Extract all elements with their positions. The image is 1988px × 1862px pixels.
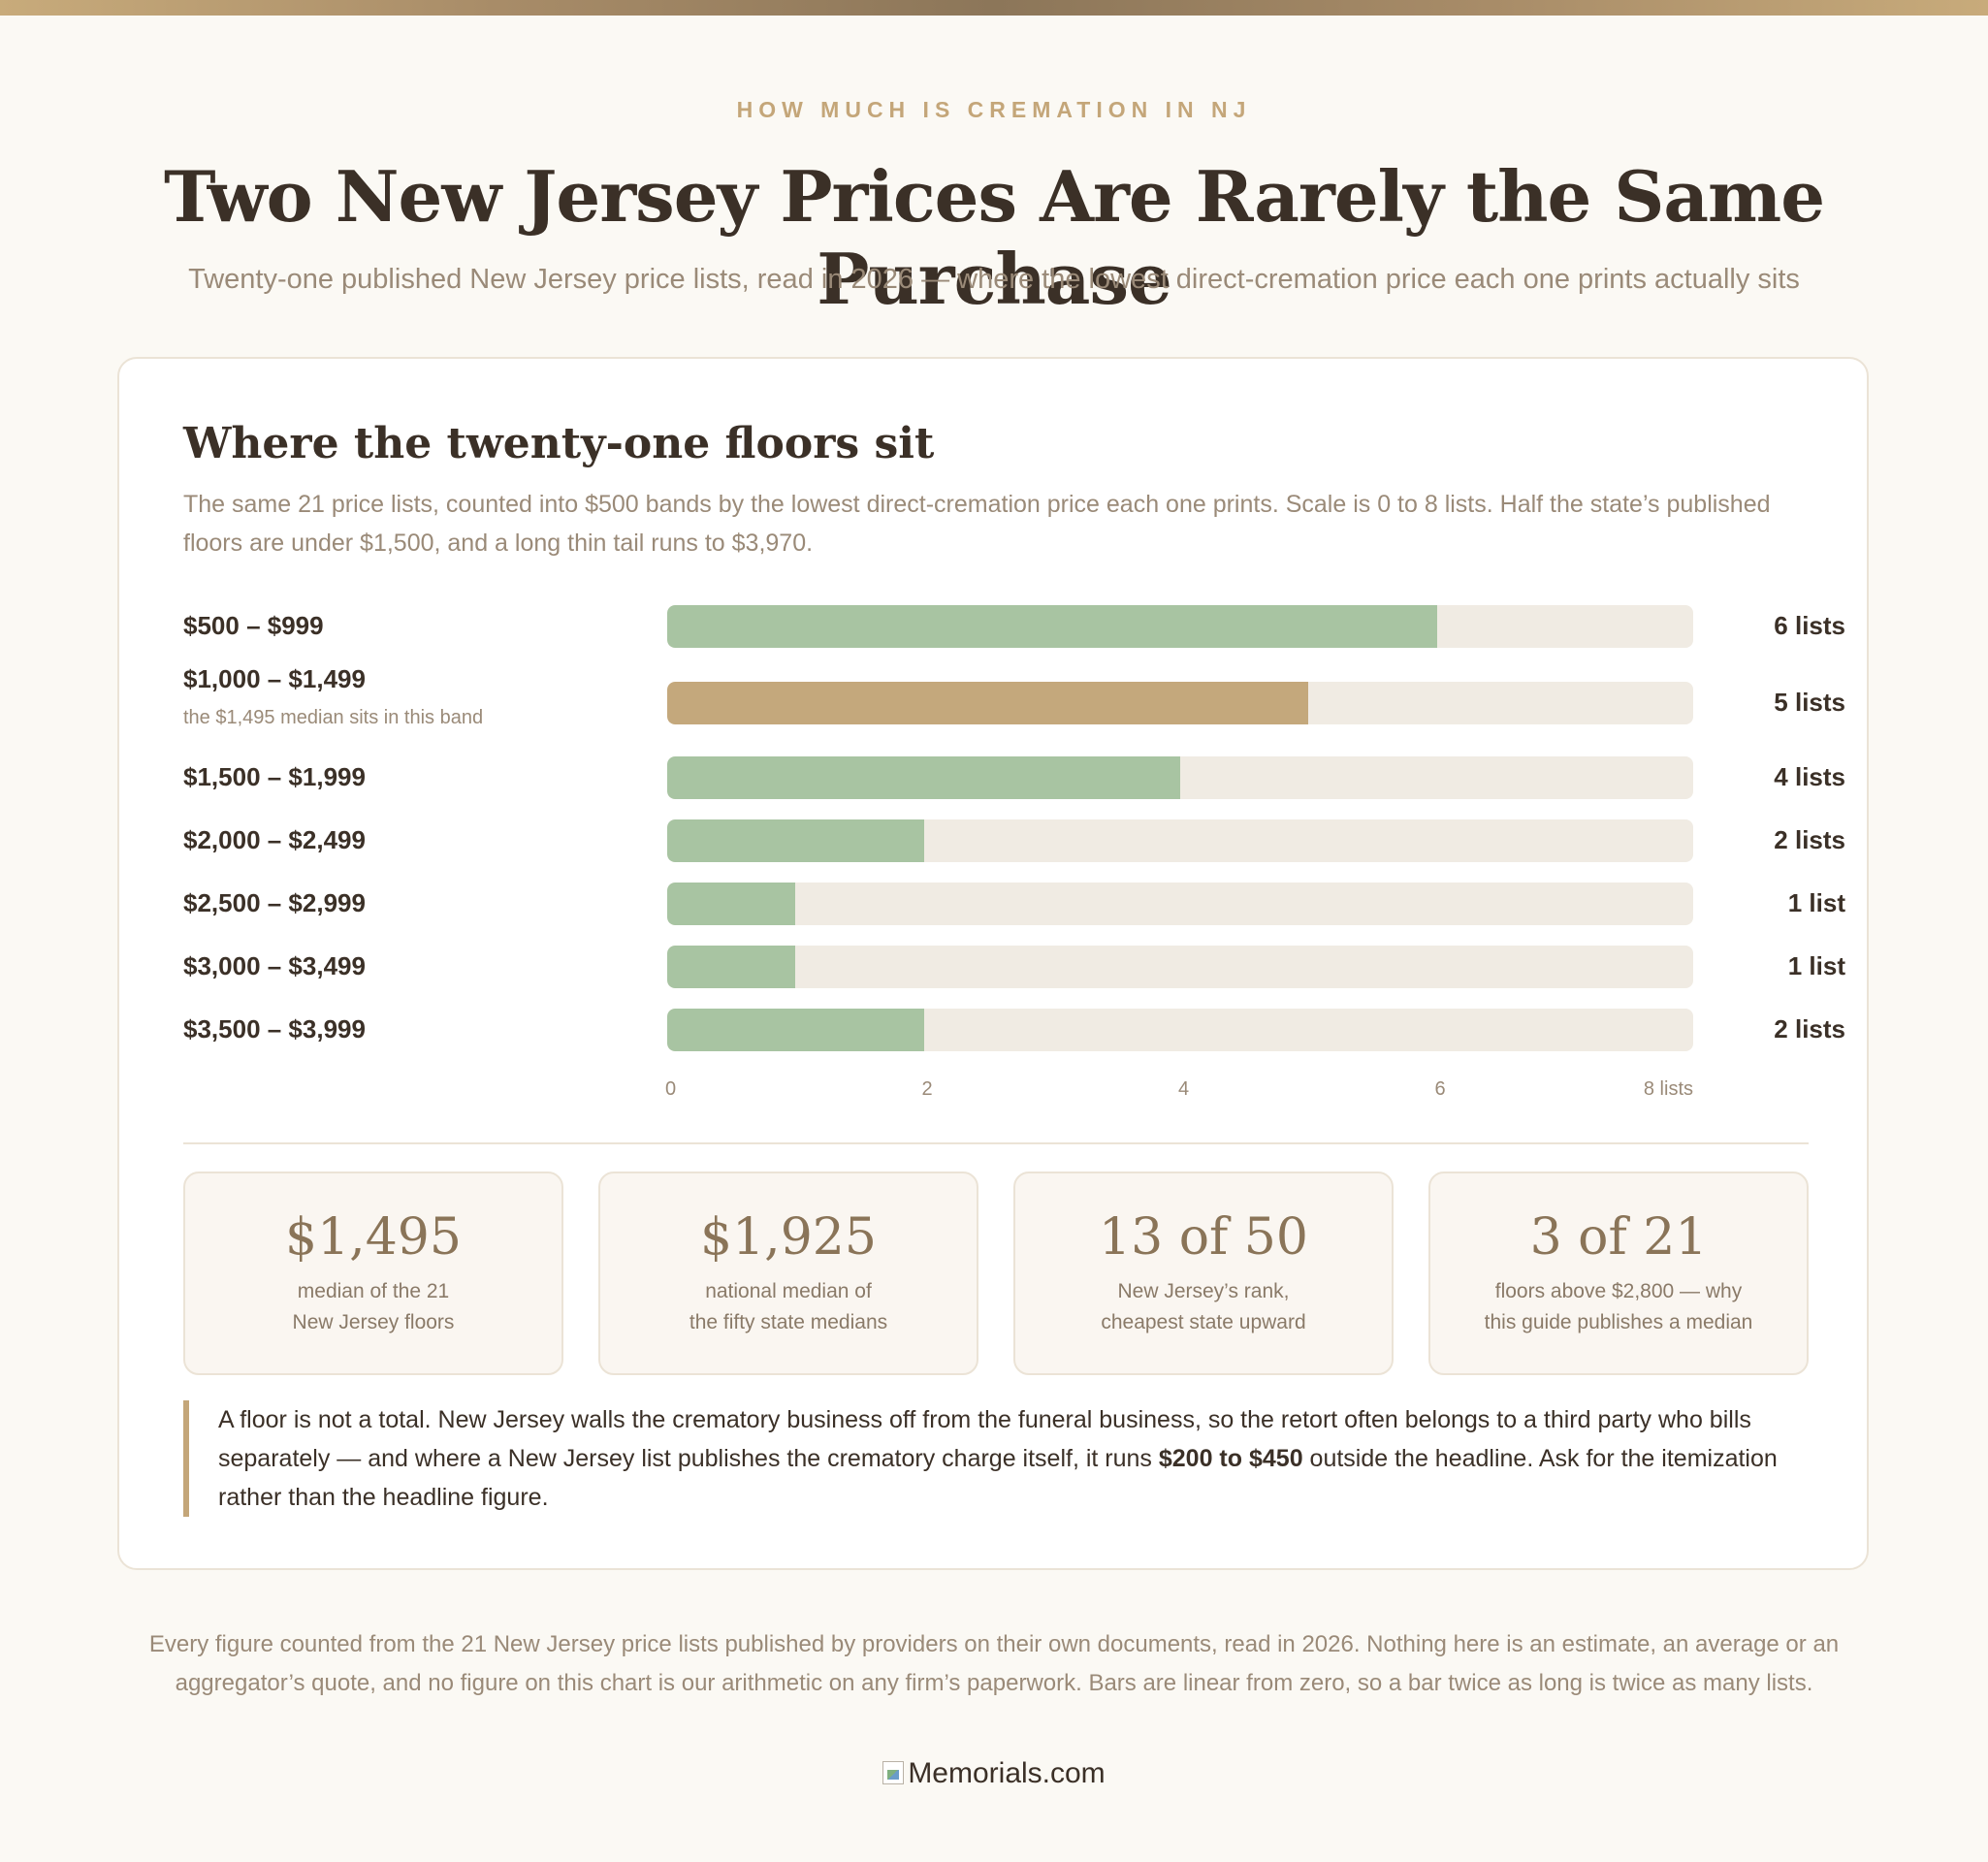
stat-value: $1,495 [285, 1208, 462, 1267]
stat-caption: national median of the fifty state media… [600, 1276, 977, 1338]
stat-value: 13 of 50 [1099, 1208, 1308, 1267]
note-text: A floor is not a total. New Jersey walls… [218, 1406, 1751, 1472]
page-subtitle: Twenty-one published New Jersey price li… [188, 264, 1800, 295]
stat-card-rank: 13 of 50 New Jersey’s rank, cheapest sta… [1013, 1172, 1394, 1375]
note-text: outside the headline. Ask for the itemiz… [218, 1445, 1778, 1511]
stat-caption-line: cheapest state upward [1101, 1311, 1306, 1333]
bar [667, 682, 1309, 724]
stat-caption-line: the fifty state medians [689, 1311, 888, 1333]
card-description: The same 21 price lists, counted into $5… [183, 491, 1771, 557]
stat-caption-line: New Jersey floors [292, 1311, 455, 1333]
bar-value-label: 4 lists [1774, 762, 1845, 791]
stat-caption-line: New Jersey’s rank, [1117, 1280, 1290, 1302]
band-label: $1,000 – $1,499 [183, 664, 366, 693]
chart-card: Where the twenty-one floors sit The same… [117, 357, 1869, 1570]
bar [667, 819, 924, 862]
band-label: $2,000 – $2,499 [183, 825, 366, 854]
top-accent-strip [0, 0, 1988, 16]
stat-caption-line: floors above $2,800 — why [1494, 1280, 1743, 1302]
x-tick-label: 0 [665, 1078, 677, 1100]
stat-card-national-median: $1,925 national median of the fifty stat… [598, 1172, 978, 1375]
x-tick-label: 8 lists [1643, 1078, 1693, 1100]
stat-value: 3 of 21 [1529, 1208, 1708, 1267]
bar-track [667, 682, 1693, 724]
note-callout: A floor is not a total. New Jersey walls… [183, 1400, 1809, 1517]
floors-bar-chart: $500 – $999 6 lists $1,000 – $1,499 the $1,… [119, 359, 1871, 1135]
bar-track [667, 819, 1693, 862]
bar [667, 756, 1180, 799]
band-label: $3,000 – $3,499 [183, 951, 366, 980]
stat-caption-line: median of the 21 [297, 1280, 450, 1302]
band-label: $3,500 – $3,999 [183, 1014, 366, 1043]
band-label: $2,500 – $2,999 [183, 888, 366, 917]
bar-value-label: 5 lists [1774, 688, 1845, 717]
bar-track [667, 946, 1693, 988]
bar-value-label: 2 lists [1774, 1014, 1845, 1043]
stat-value: $1,925 [700, 1208, 877, 1267]
logo-alt-text: Memorials.com [908, 1757, 1106, 1789]
bar-value-label: 6 lists [1774, 611, 1845, 640]
footer-note: Every figure counted from the 21 New Jer… [148, 1631, 1840, 1696]
band-label: $500 – $999 [183, 611, 324, 640]
stat-caption: New Jersey’s rank, cheapest state upward [1015, 1276, 1392, 1338]
bar [667, 946, 796, 988]
divider [183, 1142, 1809, 1144]
note-emphasis: $200 to $450 [1158, 1445, 1303, 1472]
stat-caption-line: this guide publishes a median [1484, 1311, 1753, 1333]
stat-card-above-threshold: 3 of 21 floors above $2,800 — why this g… [1428, 1172, 1809, 1375]
bar-value-label: 1 list [1787, 951, 1845, 980]
bar [667, 605, 1437, 648]
x-tick-label: 6 [1434, 1078, 1446, 1100]
bar-track [667, 605, 1693, 648]
logo[interactable]: Memorials.com [0, 1757, 1988, 1790]
bar-track [667, 1009, 1693, 1051]
card-title: Where the twenty-one floors sit [183, 419, 935, 468]
x-tick-label: 2 [921, 1078, 933, 1100]
bar-value-label: 1 list [1787, 888, 1845, 917]
stat-card-median: $1,495 median of the 21 New Jersey floor… [183, 1172, 563, 1375]
page-title: Two New Jersey Prices Are Rarely the Sam… [163, 155, 1825, 320]
stat-caption: floors above $2,800 — why this guide pub… [1430, 1276, 1807, 1338]
band-annotation: the $1,495 median sits in this band [183, 707, 484, 728]
stat-caption: median of the 21 New Jersey floors [185, 1276, 561, 1338]
bar-value-label: 2 lists [1774, 825, 1845, 854]
eyebrow: HOW MUCH IS CREMATION IN NJ [736, 97, 1252, 122]
bar-track [667, 756, 1693, 799]
bar [667, 1009, 924, 1051]
stat-caption-line: national median of [705, 1280, 872, 1302]
broken-image-icon [882, 1761, 905, 1784]
band-label: $1,500 – $1,999 [183, 762, 366, 791]
bar [667, 883, 796, 925]
x-tick-label: 4 [1178, 1078, 1190, 1100]
bar-track [667, 883, 1693, 925]
